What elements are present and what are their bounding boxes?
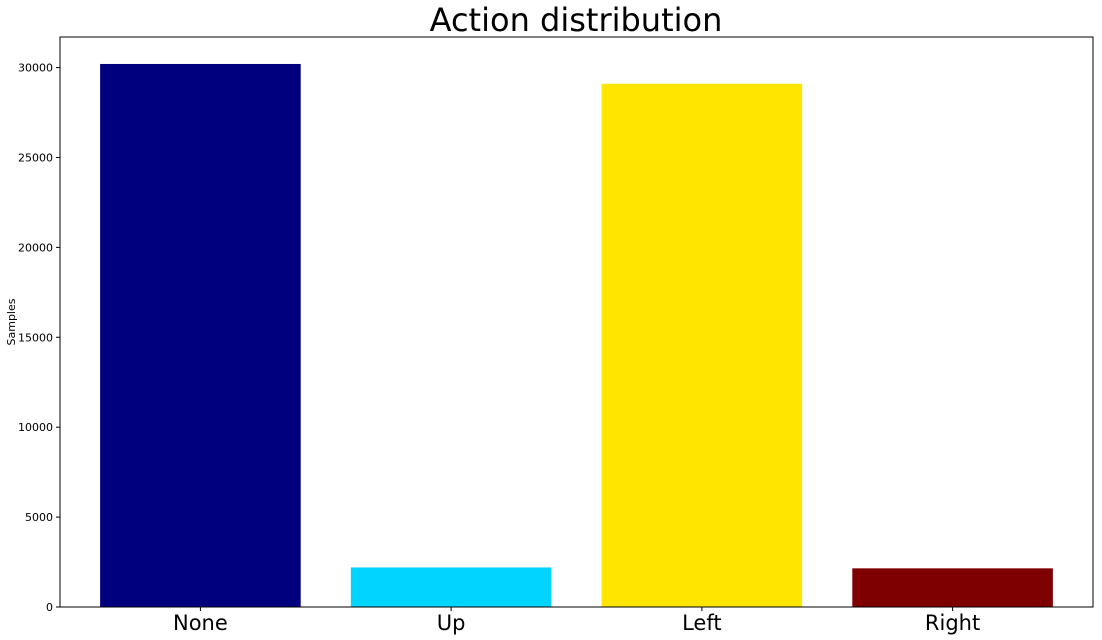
bar-right [852, 568, 1053, 607]
y-tick-label: 5000 [25, 511, 53, 524]
y-tick-label: 30000 [18, 62, 53, 75]
y-tick-label: 0 [46, 601, 53, 614]
bar-up [350, 567, 552, 607]
bar-left [601, 83, 803, 607]
x-tick-label: Up [437, 611, 466, 635]
x-tick-label: Left [682, 611, 722, 635]
bar-none [100, 63, 301, 607]
y-tick-label: 15000 [18, 331, 53, 344]
plot-area-frame [59, 36, 1094, 608]
y-tick-label: 25000 [18, 151, 53, 164]
y-axis-ticks: 0 5000 10000 15000 20000 25000 30000 [18, 62, 60, 614]
x-tick-label: Right [925, 611, 980, 635]
y-tick-label: 10000 [18, 421, 53, 434]
x-axis-ticks: None Up Left Right [173, 607, 980, 635]
y-axis-label: Samples [5, 298, 18, 345]
bars-group [100, 63, 1053, 607]
y-tick-label: 20000 [18, 241, 53, 254]
x-tick-label: None [173, 611, 228, 635]
chart-title: Action distribution [430, 1, 723, 39]
